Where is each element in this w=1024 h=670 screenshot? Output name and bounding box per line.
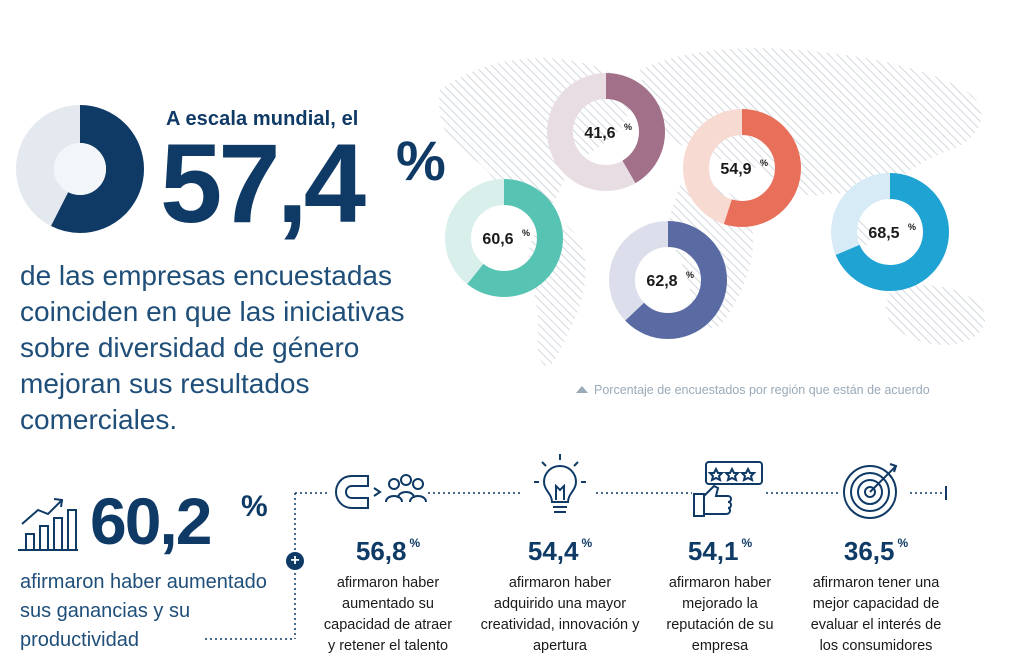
stat-value: 54,1 <box>687 536 739 566</box>
headline-donut-chart <box>16 105 144 233</box>
main-stat-value: 60,2 <box>90 484 212 558</box>
stat-card-0: 56,8% afirmaron haber aumentado su capac… <box>298 536 478 657</box>
stat-card-3: 36,5% afirmaron tener una mejor capacida… <box>786 536 966 657</box>
stat-value: 56,8 <box>355 536 407 566</box>
headline-unit: % <box>396 129 446 192</box>
region-note: Porcentaje de encuestados por región que… <box>576 383 930 397</box>
main-stat-unit: % <box>241 490 268 523</box>
region-donut-4: 68,5 % <box>831 173 949 291</box>
triangle-up-icon <box>576 386 588 393</box>
stat-description: afirmaron haber adquirido una mayor crea… <box>480 575 640 654</box>
lightbulb-icon <box>534 454 586 513</box>
region-value-2: 60,6 <box>482 231 513 248</box>
stat-description: afirmaron tener una mejor capacidad de e… <box>810 575 942 654</box>
magnet-people-icon <box>334 474 427 509</box>
plus-icon: + <box>286 552 304 570</box>
stat-card-1: 54,4% afirmaron haber adquirido una mayo… <box>470 536 650 657</box>
stat-unit: % <box>897 536 909 550</box>
region-value-0: 41,6 <box>584 125 615 142</box>
stat-unit: % <box>409 536 421 550</box>
headline-value: 57,4 <box>160 121 366 246</box>
main-stat-description: afirmaron haber aumentado sus ganancias … <box>20 571 267 651</box>
target-icon <box>843 463 898 519</box>
growth-chart-icon <box>18 498 78 551</box>
stat-description: afirmaron haber mejorado la reputación d… <box>666 575 774 654</box>
region-donut-3: 62,8 % <box>609 221 727 339</box>
region-note-text: Porcentaje de encuestados por región que… <box>594 383 930 397</box>
region-unit-4: % <box>908 222 916 232</box>
region-unit-2: % <box>522 228 530 238</box>
thumbs-up-rating-icon <box>693 461 763 517</box>
headline-intro: A escala mundial, el <box>166 108 359 130</box>
stat-value: 54,4 <box>527 536 579 566</box>
region-unit-0: % <box>624 122 632 132</box>
stat-value: 36,5 <box>843 536 895 566</box>
stat-unit: % <box>581 536 593 550</box>
region-donut-1: 54,9 % <box>683 109 801 227</box>
stat-description: afirmaron haber aumentado su capacidad d… <box>323 575 453 654</box>
stat-card-2: 54,1% afirmaron haber mejorado la reputa… <box>630 536 810 657</box>
stat-unit: % <box>741 536 753 550</box>
region-value-3: 62,8 <box>646 273 677 290</box>
region-unit-1: % <box>760 158 768 168</box>
dotted-connector <box>205 486 947 640</box>
region-value-1: 54,9 <box>720 161 751 178</box>
region-donut-0: 41,6 % <box>547 73 665 191</box>
region-value-4: 68,5 <box>868 225 899 242</box>
region-donut-2: 60,6 % <box>445 179 563 297</box>
headline-description: de las empresas encuestadas coinciden en… <box>20 260 405 435</box>
region-unit-3: % <box>686 270 694 280</box>
